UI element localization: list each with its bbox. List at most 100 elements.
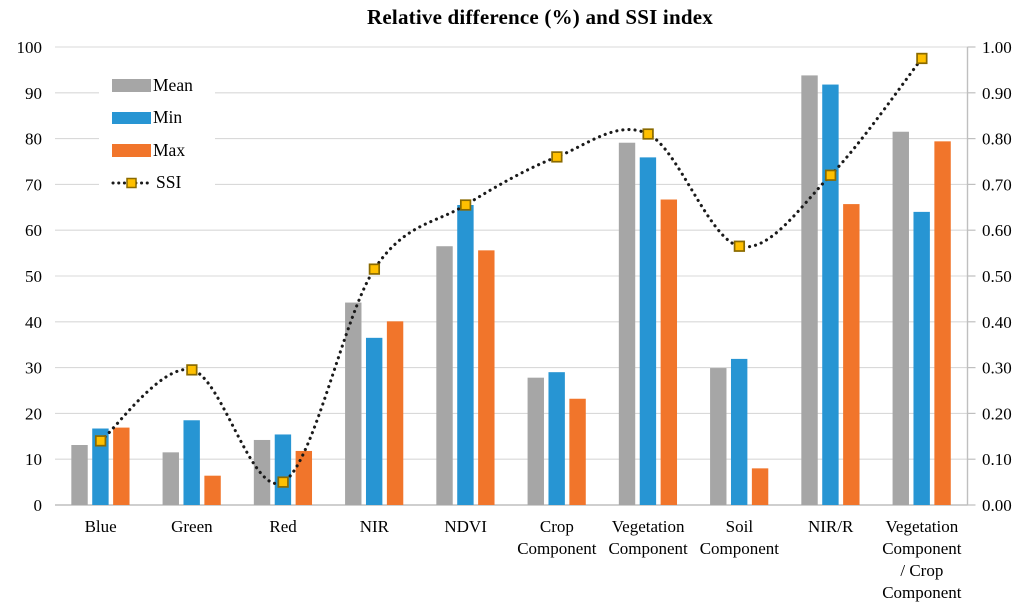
bar-mean-10: [892, 131, 909, 506]
max-series-swatch: [112, 144, 151, 157]
category-label-line: NDVI: [444, 517, 487, 536]
legend-item-min: Min: [99, 106, 215, 130]
bar-mean-7: [618, 142, 636, 506]
left-axis-tick-label: 80: [25, 130, 42, 149]
legend-label: Mean: [153, 74, 193, 95]
bar-min-6: [548, 372, 565, 505]
x-axis-category-label: NIR/R: [808, 517, 854, 536]
x-axis-category-label: NIR: [360, 517, 390, 536]
bar-max-5: [478, 250, 495, 505]
right-axis-tick-label: 0.80: [982, 130, 1012, 149]
legend: Mean Min Max SSI: [99, 69, 215, 199]
bar-max-6: [569, 398, 586, 505]
ssi-marker-4: [368, 263, 381, 275]
legend-item-max: Max: [99, 138, 215, 162]
right-axis-tick-label: 0.20: [982, 404, 1012, 423]
left-axis-tick-label: 10: [25, 450, 42, 469]
left-axis-tick-label: 100: [17, 38, 43, 57]
category-label-line: Vegetation: [886, 517, 959, 536]
right-axis-tick-label: 1.00: [982, 38, 1012, 57]
right-axis-tick-label: 0.00: [982, 496, 1012, 515]
legend-label: Max: [153, 139, 186, 160]
left-axis-tick-label: 50: [25, 267, 42, 286]
bar-min-10: [913, 211, 930, 505]
ssi-marker-2: [186, 364, 198, 376]
bar-min-3: [274, 434, 292, 505]
category-label-line: Soil: [726, 517, 754, 536]
right-axis-tick-label: 0.60: [982, 221, 1012, 240]
bar-max-7: [660, 199, 678, 505]
left-axis-tick-label: 60: [25, 221, 42, 240]
category-label-line: Red: [269, 517, 297, 536]
mean-series-swatch: [112, 79, 151, 92]
bar-min-2: [183, 420, 200, 505]
legend-label: Min: [153, 107, 183, 128]
bar-min-4: [365, 337, 383, 505]
category-label-line: Component: [517, 539, 597, 558]
right-axis-tick-label: 0.40: [982, 313, 1012, 332]
ssi-marker-5: [459, 199, 472, 211]
category-label-line: Crop: [540, 517, 574, 536]
ssi-marker-3: [277, 476, 289, 488]
left-axis-tick-label: 20: [25, 404, 42, 423]
category-label-line: NIR: [360, 517, 390, 536]
category-label-line: Blue: [85, 517, 117, 536]
x-axis-category-label: Vegetation Component: [608, 517, 688, 558]
bar-mean-2: [162, 452, 179, 505]
left-axis-tick-label: 90: [25, 84, 42, 103]
bar-max-4: [386, 321, 404, 505]
bar-max-8: [751, 468, 769, 505]
bar-max-3: [295, 450, 313, 505]
bar-mean-4: [345, 302, 362, 505]
x-axis-category-label: Red: [269, 517, 297, 536]
x-axis-category-label: Crop Component: [517, 517, 597, 558]
ssi-line: [99, 56, 924, 486]
category-label-line: NIR/R: [808, 517, 854, 536]
category-label-line: Component: [700, 539, 780, 558]
bar-max-1: [113, 427, 130, 505]
legend-label: SSI: [156, 172, 182, 193]
legend-item-mean: Mean: [99, 73, 215, 97]
bar-mean-9: [801, 75, 818, 506]
category-label-line: Component: [882, 583, 962, 602]
bar-min-8: [730, 358, 748, 505]
right-axis-tick-label: 0.70: [982, 175, 1012, 194]
ssi-line-swatch: [111, 177, 153, 188]
right-axis-tick-label: 0.90: [982, 84, 1012, 103]
bar-mean-6: [527, 377, 544, 505]
ssi-marker-6: [551, 151, 563, 163]
right-axis-tick-label: 0.50: [982, 267, 1012, 286]
bar-min-9: [822, 84, 839, 505]
chart-title: Relative difference (%) and SSI index: [367, 5, 713, 29]
bar-mean-1: [71, 445, 88, 505]
category-label-line: Component: [882, 539, 962, 558]
x-axis-category-label: Vegetation Component / Crop Component: [882, 517, 962, 602]
category-label-line: Vegetation: [612, 517, 685, 536]
bar-mean-8: [710, 368, 727, 505]
bar-max-9: [843, 204, 860, 505]
bar-min-5: [457, 205, 474, 505]
bar-max-10: [934, 141, 951, 505]
left-axis-tick-label: 0: [34, 496, 43, 515]
ssi-marker-1: [94, 435, 107, 447]
x-axis-category-label: Blue: [85, 517, 117, 536]
right-axis-tick-label: 0.30: [982, 359, 1012, 378]
ssi-marker-7: [642, 128, 654, 140]
bar-mean-3: [253, 439, 271, 505]
ssi-marker-10: [916, 52, 928, 65]
legend-item-ssi: SSI: [99, 171, 215, 195]
bar-mean-5: [436, 246, 453, 506]
left-axis-tick-label: 40: [25, 313, 42, 332]
ssi-marker-9: [824, 169, 837, 181]
x-axis-category-label: NDVI: [444, 517, 487, 536]
right-axis-tick-label: 0.10: [982, 450, 1012, 469]
min-series-swatch: [112, 111, 151, 124]
category-label-line: Component: [608, 539, 688, 558]
left-axis-tick-label: 70: [25, 175, 42, 194]
bar-min-7: [639, 157, 657, 506]
x-axis-category-label: Soil Component: [700, 517, 780, 558]
category-label-line: / Crop: [900, 561, 943, 580]
x-axis-category-label: Green: [171, 517, 213, 536]
